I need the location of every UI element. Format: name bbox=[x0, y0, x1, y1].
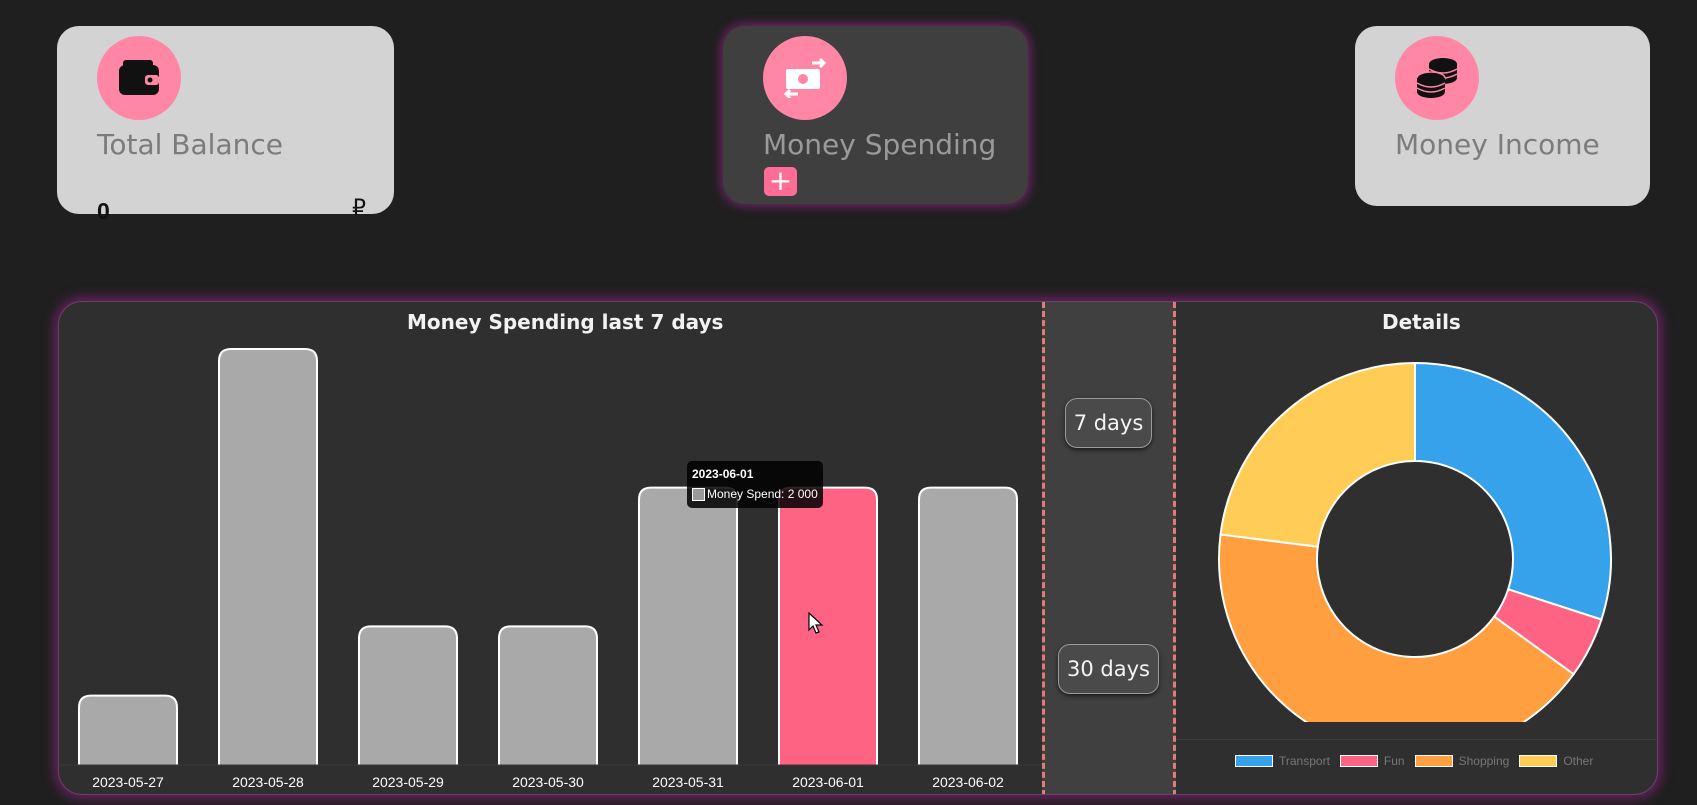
money-exchange-icon bbox=[763, 36, 847, 120]
money-spending-title: Money Spending bbox=[763, 128, 997, 161]
legend-divider bbox=[1176, 739, 1657, 740]
tooltip-title: 2023-06-01 bbox=[692, 467, 754, 481]
legend-item-fun[interactable]: Fun bbox=[1339, 754, 1405, 768]
donut-chart[interactable] bbox=[1176, 302, 1658, 722]
tooltip-label: Money Spend: 2 000 bbox=[707, 487, 818, 501]
x-tick-label: 2023-05-28 bbox=[232, 774, 304, 790]
bar-2023-05-27[interactable] bbox=[78, 694, 178, 765]
tooltip-color-box bbox=[692, 488, 705, 501]
spending-panel: Money Spending last 7 days 2023-05-27 202… bbox=[58, 301, 1658, 795]
bar-2023-06-01[interactable] bbox=[778, 486, 878, 765]
range-7-days-button[interactable]: 7 days bbox=[1065, 398, 1152, 448]
bar-2023-05-30[interactable] bbox=[498, 625, 598, 765]
add-spending-button[interactable]: + bbox=[764, 167, 797, 196]
money-income-card[interactable]: Money Income bbox=[1355, 26, 1650, 206]
bar-chart[interactable]: 2023-05-27 2023-05-28 2023-05-29 2023-05-30… bbox=[59, 302, 1042, 795]
wallet-icon bbox=[97, 36, 181, 120]
bar-chart-title: Money Spending last 7 days bbox=[407, 310, 724, 334]
total-balance-card: Total Balance 0 ₽ bbox=[57, 26, 394, 224]
balance-value: 0 bbox=[97, 198, 110, 224]
legend-label: Transport bbox=[1279, 754, 1330, 768]
legend-swatch bbox=[1235, 755, 1273, 767]
chart-legend: Transport Fun Shopping Other bbox=[1235, 754, 1593, 768]
money-income-title: Money Income bbox=[1395, 128, 1600, 161]
pie-chart-title: Details bbox=[1382, 310, 1461, 334]
legend-item-transport[interactable]: Transport bbox=[1235, 754, 1330, 768]
bar-tooltip: 2023-06-01 Money Spend: 2 000 bbox=[687, 461, 823, 508]
coins-icon bbox=[1395, 36, 1479, 120]
x-tick-label: 2023-05-27 bbox=[92, 774, 164, 790]
bar-2023-05-31[interactable] bbox=[638, 486, 738, 765]
legend-swatch bbox=[1339, 755, 1378, 767]
total-balance-title: Total Balance bbox=[97, 128, 283, 161]
legend-swatch bbox=[1519, 755, 1558, 767]
slice-other[interactable] bbox=[1219, 361, 1416, 548]
x-tick-label: 2023-05-30 bbox=[512, 774, 584, 790]
range-selector: 7 days 30 days bbox=[1042, 302, 1176, 794]
x-tick-label: 2023-05-29 bbox=[372, 774, 444, 790]
range-30-days-button[interactable]: 30 days bbox=[1058, 644, 1159, 694]
bar-2023-05-28[interactable] bbox=[218, 348, 318, 765]
legend-label: Other bbox=[1563, 754, 1594, 768]
legend-item-other[interactable]: Other bbox=[1519, 754, 1593, 768]
slice-shopping[interactable] bbox=[1218, 533, 1575, 722]
legend-item-shopping[interactable]: Shopping bbox=[1414, 754, 1510, 768]
legend-label: Fun bbox=[1383, 754, 1405, 768]
bar-2023-05-29[interactable] bbox=[358, 625, 458, 765]
slice-transport[interactable] bbox=[1414, 361, 1612, 621]
x-tick-label: 2023-06-01 bbox=[792, 774, 864, 790]
money-spending-card[interactable]: Money Spending + bbox=[723, 26, 1028, 204]
bar-2023-06-02[interactable] bbox=[918, 486, 1018, 765]
legend-label: Shopping bbox=[1458, 754, 1510, 768]
legend-swatch bbox=[1414, 755, 1453, 767]
mouse-cursor-icon bbox=[808, 612, 824, 634]
currency-symbol: ₽ bbox=[352, 196, 366, 221]
x-tick-label: 2023-06-02 bbox=[932, 774, 1004, 790]
x-tick-label: 2023-05-31 bbox=[652, 774, 724, 790]
